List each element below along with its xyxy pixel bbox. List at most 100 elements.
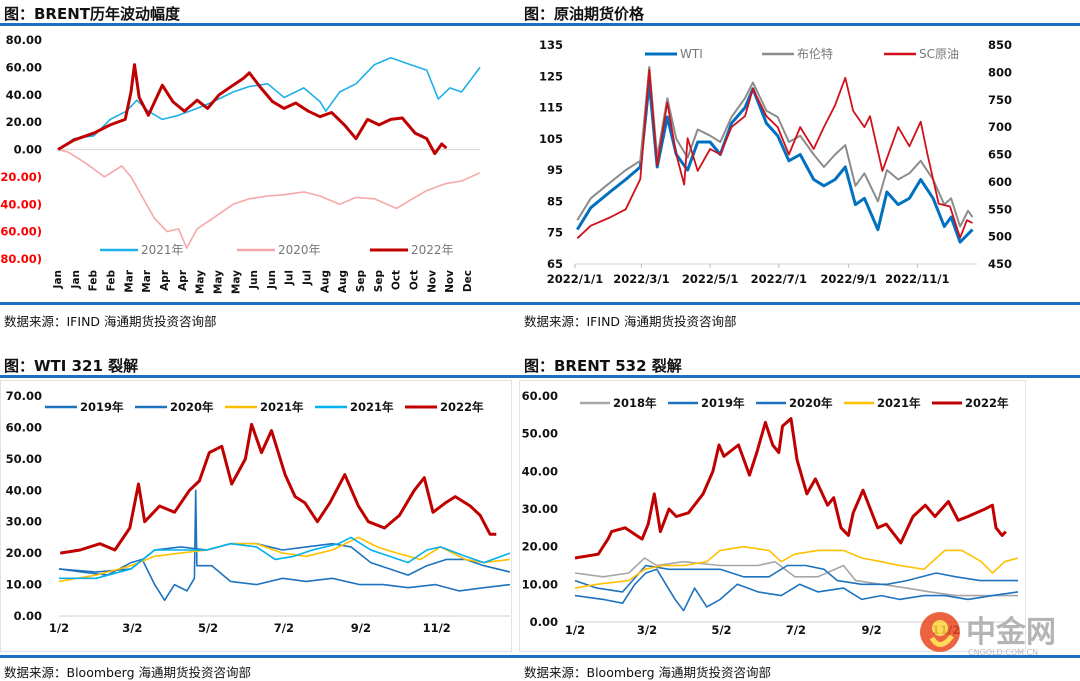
y-tick-label: 60.00 xyxy=(522,389,558,403)
x-tick-label: 9/2 xyxy=(351,621,371,635)
y-tick-label: 40.00 xyxy=(6,483,42,497)
y2-tick-label: 650 xyxy=(988,148,1012,162)
y-tick-label: 80.00 xyxy=(6,33,42,47)
y-tick-label: 95 xyxy=(547,163,563,177)
x-tick-label: Jul xyxy=(284,270,296,286)
x-tick-label: Oct xyxy=(409,270,421,290)
x-tick-label: Mar xyxy=(123,269,135,293)
x-tick-label: Aug xyxy=(337,270,349,293)
panel-title-wti-crack: 图：WTI 321 裂解 xyxy=(4,357,139,375)
y2-tick-label: 550 xyxy=(988,202,1012,216)
panel-title-brent-crack: 图：BRENT 532 裂解 xyxy=(524,357,682,375)
x-tick-label: Jan xyxy=(70,270,82,289)
y2-tick-label: 500 xyxy=(988,230,1012,244)
y-tick-label: 40.00 xyxy=(522,464,558,478)
y2-tick-label: 800 xyxy=(988,65,1012,79)
y-tick-label: (20.00) xyxy=(0,170,42,184)
x-tick-label: 9/2 xyxy=(861,623,881,637)
y-tick-label: 50.00 xyxy=(522,427,558,441)
series-line-1 xyxy=(57,148,481,249)
x-tick-label: Jun xyxy=(266,270,278,290)
x-tick-label: Jan xyxy=(52,270,64,289)
x-tick-label: May xyxy=(212,270,224,294)
x-tick-label: 1/2 xyxy=(565,623,585,637)
x-tick-label: Sep xyxy=(355,270,367,293)
y-tick-label: 70.00 xyxy=(6,389,42,403)
x-tick-label: Nov xyxy=(444,270,456,293)
divider xyxy=(0,302,1080,305)
y-tick-label: 0.00 xyxy=(14,609,42,623)
y-tick-label: (60.00) xyxy=(0,225,42,239)
series-line-3 xyxy=(59,536,511,580)
legend-label: 2022年 xyxy=(965,396,1009,410)
series-line-2 xyxy=(576,68,973,239)
series-line-1 xyxy=(576,65,974,228)
y-tick-label: 125 xyxy=(539,69,563,83)
x-tick-label: 3/2 xyxy=(122,621,142,635)
x-tick-label: 7/2 xyxy=(274,621,294,635)
legend-label: 2020年 xyxy=(789,396,833,410)
y-tick-label: 20.00 xyxy=(6,115,42,129)
x-tick-label: 7/2 xyxy=(786,623,806,637)
x-tick-label: 2022/5/1 xyxy=(682,272,738,286)
x-tick-label: May xyxy=(195,270,207,294)
series-line-4 xyxy=(59,422,497,555)
series-line-2 xyxy=(58,536,511,583)
y-tick-label: 65 xyxy=(547,257,563,271)
x-tick-label: 1/2 xyxy=(49,621,69,635)
x-tick-label: Sep xyxy=(373,270,385,293)
y-tick-label: 40.00 xyxy=(6,88,42,102)
y-tick-label: 85 xyxy=(547,194,563,208)
chart-frame xyxy=(0,380,512,652)
source-note: 数据来源：IFIND 海通期货投资咨询部 xyxy=(4,314,217,329)
y2-tick-label: 850 xyxy=(988,38,1012,52)
x-tick-label: 11/2 xyxy=(423,621,451,635)
legend-label: 布伦特 xyxy=(797,46,833,61)
x-tick-label: Dec xyxy=(462,270,474,292)
x-tick-label: Mar xyxy=(141,269,153,293)
divider xyxy=(0,23,1080,26)
series-line-2 xyxy=(57,63,448,156)
y-tick-label: 10.00 xyxy=(6,578,42,592)
legend-label: 2019年 xyxy=(701,396,745,410)
x-tick-label: May xyxy=(230,270,242,294)
series-line-0 xyxy=(57,56,481,151)
y-tick-label: 135 xyxy=(539,38,563,52)
y-tick-label: 75 xyxy=(547,226,563,240)
x-tick-label: 5/2 xyxy=(198,621,218,635)
legend-label: 2021年 xyxy=(260,400,304,414)
y-tick-label: 20.00 xyxy=(522,540,558,554)
x-tick-label: 2022/9/1 xyxy=(820,272,876,286)
x-tick-label: Aug xyxy=(319,270,331,293)
series-line-2 xyxy=(574,568,1019,612)
legend-label: SC原油 xyxy=(919,47,959,61)
cngold-watermark-logo: 中金网 CNGOLD.COM.CN xyxy=(920,612,1056,657)
x-tick-label: Jun xyxy=(248,270,260,290)
panel-title-brent-volatility: 图：BRENT历年波动幅度 xyxy=(4,5,181,23)
legend-label: 2022年 xyxy=(440,400,484,414)
x-tick-label: 2022/7/1 xyxy=(751,272,807,286)
legend-label: WTI xyxy=(680,47,703,61)
legend-label: 2021年 xyxy=(877,396,921,410)
y2-tick-label: 600 xyxy=(988,175,1012,189)
legend-label: 2020年 xyxy=(278,243,321,257)
source-note: 数据来源：Bloomberg 海通期货投资咨询部 xyxy=(4,665,251,680)
x-tick-label: 3/2 xyxy=(637,623,657,637)
y2-tick-label: 750 xyxy=(988,93,1012,107)
y-tick-label: (80.00) xyxy=(0,252,42,266)
divider xyxy=(0,655,1080,658)
source-note: 数据来源：IFIND 海通期货投资咨询部 xyxy=(524,314,737,329)
series-line-1 xyxy=(574,564,1018,593)
panel-title-crude-futures: 图：原油期货价格 xyxy=(524,5,645,23)
x-tick-label: 2022/1/1 xyxy=(547,272,603,286)
svg-text:中金网: 中金网 xyxy=(966,615,1056,650)
y-tick-label: 30.00 xyxy=(522,502,558,516)
x-tick-label: Feb xyxy=(105,270,117,292)
legend-label: 2022年 xyxy=(411,243,454,257)
legend-label: 2020年 xyxy=(170,400,214,414)
x-tick-label: Nov xyxy=(426,270,438,293)
series-line-4 xyxy=(574,417,1007,560)
y-tick-label: 50.00 xyxy=(6,452,42,466)
divider xyxy=(0,375,1080,378)
